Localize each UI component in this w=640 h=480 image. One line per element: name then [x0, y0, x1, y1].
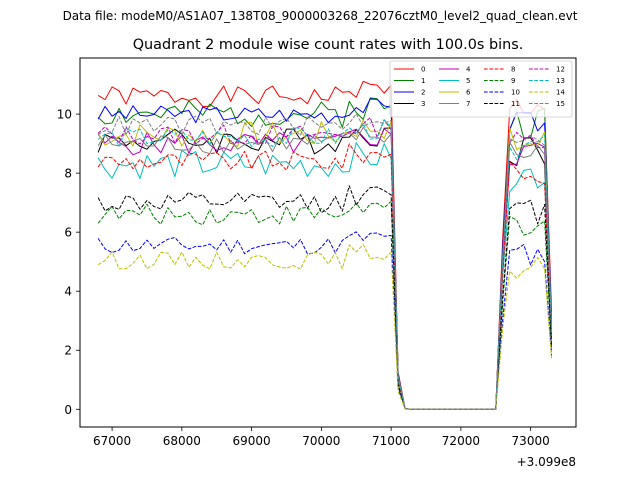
legend-label-7: 7: [466, 100, 470, 108]
legend-label-0: 0: [421, 66, 425, 74]
series-line-8: [97, 143, 553, 410]
x-tick-label: 69000: [233, 434, 271, 448]
series-line-10: [97, 231, 553, 410]
x-tick-label: 71000: [372, 434, 410, 448]
series-line-1: [97, 97, 553, 410]
legend-label-9: 9: [511, 77, 515, 85]
series-line-2: [97, 98, 553, 410]
legend-label-10: 10: [511, 89, 520, 97]
series-line-7: [97, 126, 553, 410]
legend-label-14: 14: [556, 89, 565, 97]
series-layer: [97, 80, 553, 410]
y-tick-label: 6: [64, 226, 72, 240]
series-line-9: [97, 200, 553, 410]
x-offset-label: +3.099e8: [517, 455, 576, 469]
legend-frame: [389, 60, 573, 118]
legend-label-12: 12: [556, 66, 565, 74]
x-tick-label: 70000: [302, 434, 340, 448]
y-axis: 0 2 4 6 8 10: [57, 108, 80, 417]
legend-label-4: 4: [466, 66, 471, 74]
series-line-4: [97, 128, 553, 410]
legend-label-6: 6: [466, 89, 471, 97]
series-line-5: [97, 142, 553, 410]
legend-label-11: 11: [511, 100, 520, 108]
y-tick-label: 0: [64, 403, 72, 417]
series-line-12: [97, 117, 553, 410]
y-tick-label: 4: [64, 285, 72, 299]
x-axis: 67000 68000 69000 70000 71000 72000 73000: [93, 427, 550, 448]
legend-label-3: 3: [421, 100, 425, 108]
y-tick-label: 10: [57, 108, 72, 122]
x-tick-label: 67000: [93, 434, 131, 448]
legend-label-15: 15: [556, 100, 565, 108]
y-tick-label: 2: [64, 344, 72, 358]
plot-frame: [79, 57, 577, 428]
legend-label-2: 2: [421, 89, 425, 97]
series-line-3: [97, 127, 553, 410]
chart-title: Quadrant 2 module wise count rates with …: [133, 37, 524, 53]
x-tick-label: 73000: [512, 434, 550, 448]
series-line-14: [97, 244, 553, 410]
y-tick-label: 8: [64, 167, 72, 181]
legend-label-8: 8: [511, 66, 515, 74]
x-tick-label: 68000: [163, 434, 201, 448]
legend-label-5: 5: [466, 77, 470, 85]
legend-label-13: 13: [556, 77, 565, 85]
series-line-15: [97, 113, 553, 410]
x-tick-label: 72000: [442, 434, 480, 448]
series-line-6: [97, 119, 553, 410]
chart-suptitle: Data file: modeM0/AS1A07_138T08_90000032…: [63, 9, 578, 23]
series-line-13: [97, 119, 553, 410]
series-line-11: [97, 185, 553, 410]
legend-label-1: 1: [421, 77, 425, 85]
